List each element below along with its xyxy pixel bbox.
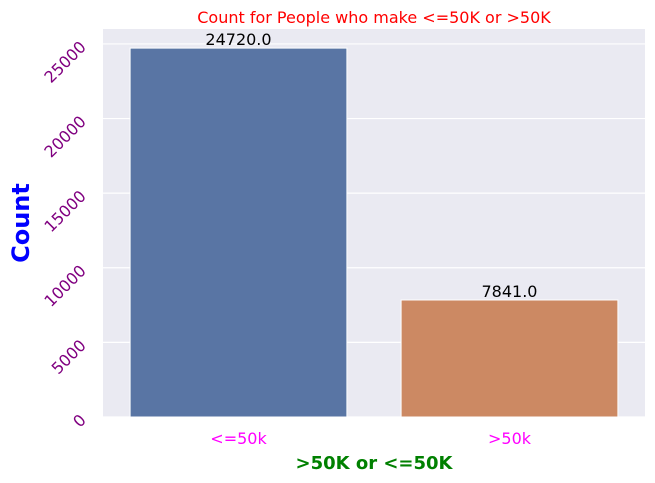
y-tick-label: 0 <box>69 410 90 431</box>
bar <box>129 47 348 418</box>
x-axis-ticks: <=50k >50k <box>210 429 531 448</box>
bar-value-labels: 24720.0 7841.0 <box>205 30 537 301</box>
bar-value-label: 24720.0 <box>205 30 271 49</box>
y-tick-label: 5000 <box>48 336 90 378</box>
x-tick-label: >50k <box>488 429 532 448</box>
y-axis-label: Count <box>7 183 35 263</box>
bar <box>400 299 619 418</box>
x-tick-label: <=50k <box>210 429 267 448</box>
y-tick-label: 10000 <box>40 261 89 310</box>
bars <box>129 47 619 418</box>
y-tick-label: 25000 <box>40 37 89 86</box>
y-tick-label: 20000 <box>40 112 89 161</box>
bar-value-label: 7841.0 <box>482 282 538 301</box>
x-axis-label: >50K or <=50K <box>295 453 453 474</box>
y-axis-ticks: 0 5000 10000 15000 20000 25000 <box>40 37 89 431</box>
y-tick-label: 15000 <box>40 187 89 236</box>
chart-title: Count for People who make <=50K or >50K <box>197 8 551 27</box>
